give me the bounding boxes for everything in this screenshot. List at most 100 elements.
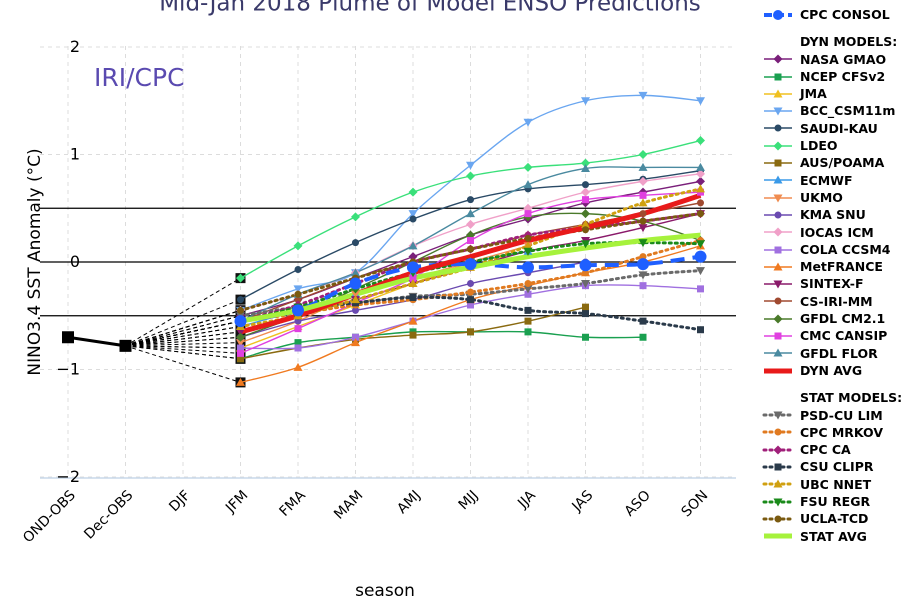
legend-label: UBC NNET [800,476,872,492]
legend-swatch-ukmo [764,194,792,203]
legend-swatch-bcc-csm11m [764,107,792,116]
legend-item-psd-cu-lim[interactable]: PSD-CU LIM [762,407,920,424]
legend-item-ukmo[interactable]: UKMO [762,189,920,206]
marker-csu-clipr [639,317,647,325]
y-tick-label: 2 [70,37,80,56]
marker-cs-iri-mm [639,210,647,218]
legend-marker-iocas-icm [773,227,783,237]
legend-swatch-kma-snu [764,211,792,219]
marker-saudi-kau [582,181,589,189]
legend-marker-csu-clipr [774,463,782,471]
marker-kma-snu [294,317,302,325]
marker-aus-poama [467,328,474,336]
marker-metfrance [236,377,245,386]
marker-gfdl-flor [638,162,648,171]
marker-cpc-consol [464,258,477,271]
legend-item-gfdl-flor[interactable]: GFDL FLOR [762,345,920,362]
marker-bcc-csm11m [638,91,648,100]
legend-item-ldeo[interactable]: LDEO [762,137,920,154]
marker-kma-snu [467,280,474,287]
marker-cpc-consol [579,259,592,272]
legend-item-cs-iri-mm[interactable]: CS-IRI-MM [762,293,920,310]
legend-marker-ncep-cfsv2 [774,73,782,81]
legend-item-nasa-gmao[interactable]: NASA GMAO [762,51,920,68]
x-tick-label: OND-OBS [20,487,79,546]
legend-label: SINTEX-F [800,276,864,292]
x-tick-label: Dec-OBS [81,487,136,542]
observed-marker [62,331,74,344]
marker-cpc-mrkov [582,269,589,277]
marker-cmc-cansip [467,237,474,244]
x-tick-label: JJA [514,487,539,512]
x-tick-label: AMJ [394,488,424,518]
legend-item-cpc-consol[interactable]: CPC CONSOL [762,6,920,23]
connector-dyn-avg [125,331,241,347]
x-tick-label: ASO [622,488,654,520]
legend-item-csu-clipr[interactable]: CSU CLIPR [762,458,920,475]
x-tick-label: MAM [331,488,366,523]
legend-item-metfrance[interactable]: MetFRANCE [762,258,920,275]
legend-label: CPC CONSOL [800,7,890,22]
marker-metfrance [351,338,360,347]
marker-cpc-consol [637,258,649,271]
marker-cmc-cansip [294,325,302,333]
legend-marker-ecmwf [773,175,783,184]
legend-swatch-cs-iri-mm [764,297,792,305]
legend-swatch-jma [764,89,792,98]
legend-item-jma[interactable]: JMA [762,85,920,102]
legend-item-kma-snu[interactable]: KMA SNU [762,206,920,223]
marker-ucla-tcd [237,306,244,314]
marker-cpc-consol [407,261,419,274]
observed-line [67,335,126,348]
marker-ldeo [523,162,533,172]
legend-item-cpc-ca[interactable]: CPC CA [762,441,920,458]
legend-marker-jma [773,89,783,98]
legend-marker-metfrance [773,262,783,271]
legend-item-iocas-icm[interactable]: IOCAS ICM [762,224,920,241]
marker-ubc-nnet [638,198,648,207]
legend-item-fsu-regr[interactable]: FSU REGR [762,493,920,510]
marker-kma-snu [352,306,359,314]
legend-marker-kma-snu [774,211,782,219]
legend-item-ubc-nnet[interactable]: UBC NNET [762,476,920,493]
legend-marker-psd-cu-lim [773,411,783,420]
legend-swatch-saudi-kau [764,124,792,132]
marker-ldeo [236,273,245,283]
legend-item-stat-avg[interactable]: STAT AVG [762,528,920,545]
legend-swatch-sintex-f [764,280,792,289]
legend-swatch-iocas-icm [764,227,792,237]
marker-ucla-tcd [524,234,532,242]
marker-psd-cu-lim [581,280,590,288]
legend-item-cpc-mrkov[interactable]: CPC MRKOV [762,424,920,441]
legend-label: IOCAS ICM [800,224,874,240]
legend-spacer [762,379,920,389]
legend-item-cmc-cansip[interactable]: CMC CANSIP [762,327,920,344]
connector-gfdl-cm2-1 [125,336,241,347]
connector-ucla-tcd [125,309,241,347]
y-tick-label: −1 [56,360,80,379]
legend-item-saudi-kau[interactable]: SAUDI-KAU [762,120,920,137]
legend-label: CPC MRKOV [800,424,884,440]
legend-item-ecmwf[interactable]: ECMWF [762,172,920,189]
legend-marker-cpc-consol [773,9,783,20]
legend-label: DYN AVG [800,362,863,378]
legend-label: NCEP CFSv2 [800,68,886,84]
marker-psd-cu-lim [523,285,533,294]
legend-item-dyn-avg[interactable]: DYN AVG [762,362,920,379]
legend-spacer [762,23,920,33]
legend-item-ucla-tcd[interactable]: UCLA-TCD [762,510,920,527]
x-axis-title: season [355,581,415,601]
marker-gfdl-flor [581,163,590,172]
marker-cpc-consol [234,315,247,328]
legend-item-gfdl-cm2-1[interactable]: GFDL CM2.1 [762,310,920,327]
marker-csu-clipr [409,293,417,301]
legend-swatch-csu-clipr [762,463,794,471]
legend-item-cola-ccsm4[interactable]: COLA CCSM4 [762,241,920,258]
legend-item-ncep-cfsv2[interactable]: NCEP CFSv2 [762,68,920,85]
legend-item-aus-poama[interactable]: AUS/POAMA [762,154,920,171]
marker-aus-poama [409,331,417,339]
legend-label: COLA CCSM4 [800,241,891,257]
marker-fsu-regr [523,247,533,256]
legend-item-bcc-csm11m[interactable]: BCC_CSM11m [762,102,920,119]
legend-item-sintex-f[interactable]: SINTEX-F [762,275,920,292]
